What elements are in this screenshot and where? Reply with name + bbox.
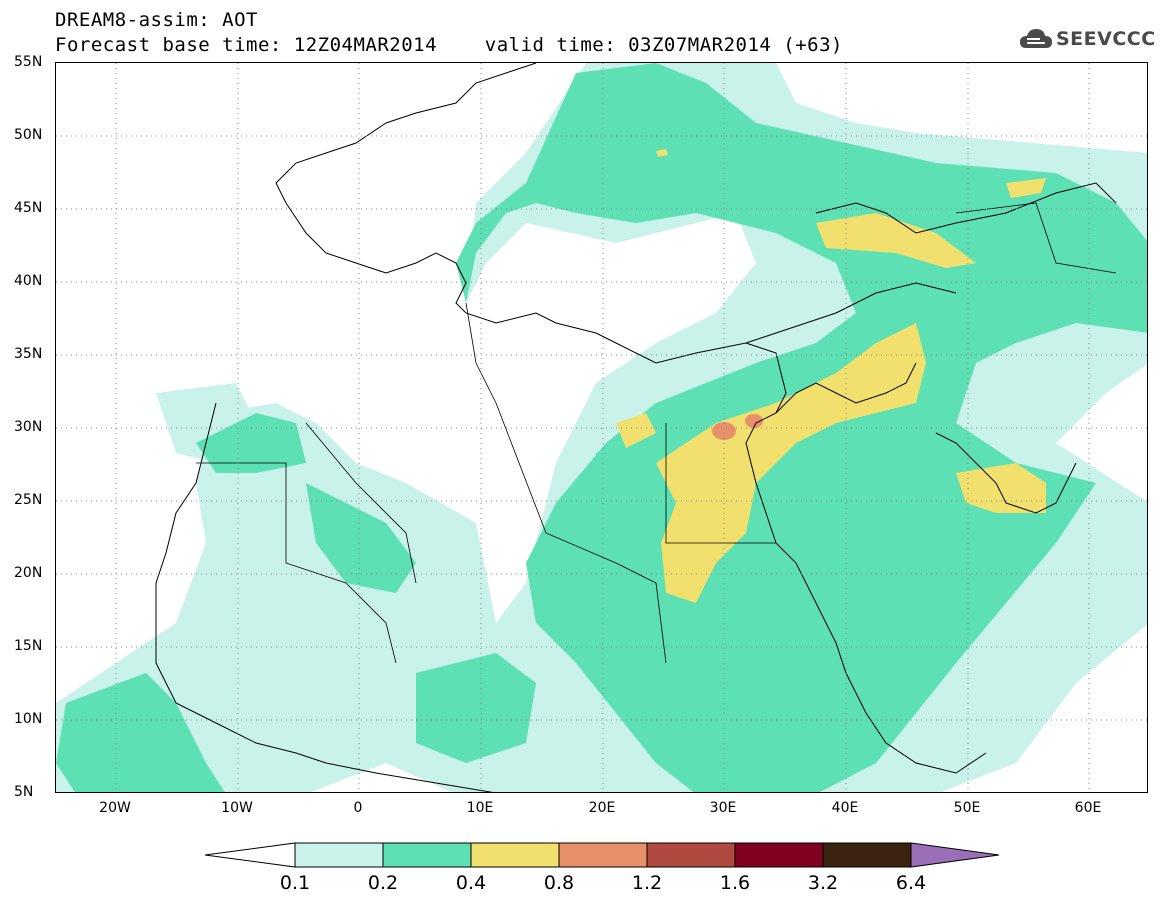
aot-colorbar	[205, 842, 1000, 868]
colorbar-cell	[646, 842, 736, 868]
map-title: DREAM8-assim: AOT	[55, 9, 258, 31]
colorbar-label: 3.2	[807, 872, 839, 894]
lat-label: 35N	[14, 346, 43, 362]
colorbar-cell	[734, 842, 824, 868]
lon-label: 60E	[1074, 800, 1102, 816]
lat-label: 10N	[14, 711, 43, 727]
aot-map	[55, 62, 1148, 793]
colorbar-label: 1.2	[631, 872, 663, 894]
lat-label: 20N	[14, 565, 43, 581]
lat-label: 55N	[14, 54, 43, 70]
political-borders	[196, 202, 1117, 664]
colorbar-cell	[822, 842, 912, 868]
colorbar-label: 0.4	[455, 872, 487, 894]
lon-label: 40E	[831, 800, 859, 816]
map-canvas	[56, 63, 1147, 792]
lon-label: 10E	[466, 800, 494, 816]
colorbar-cell	[294, 842, 384, 868]
colorbar-label: 0.1	[279, 872, 311, 894]
aot-band-0.8-1.2	[712, 414, 763, 440]
lat-label: 50N	[14, 127, 43, 143]
colorbar-cell	[558, 842, 648, 868]
cloud-icon	[1020, 29, 1052, 48]
forecast-time-line: Forecast base time: 12Z04MAR2014 valid t…	[55, 34, 843, 56]
lon-label: 10W	[221, 800, 253, 816]
colorbar-cell	[910, 842, 1000, 868]
colorbar-cell	[205, 842, 296, 868]
lon-label: 0	[353, 800, 363, 816]
seevccc-logo: SEEVCCC	[1018, 26, 1158, 56]
lat-label: 45N	[14, 200, 43, 216]
lon-label: 20E	[588, 800, 616, 816]
colorbar-label: 0.8	[543, 872, 575, 894]
graticule	[56, 63, 1147, 792]
colorbar-label: 0.2	[367, 872, 399, 894]
coastlines	[155, 63, 1117, 792]
colorbar-cell	[382, 842, 472, 868]
colorbar-label: 1.6	[719, 872, 751, 894]
lat-label: 30N	[14, 419, 43, 435]
lat-label: 25N	[14, 492, 43, 508]
lat-label: 40N	[14, 273, 43, 289]
lon-label: 30E	[709, 800, 737, 816]
colorbar-label: 6.4	[895, 872, 927, 894]
lon-label: 20W	[99, 800, 131, 816]
lat-label: 5N	[14, 784, 34, 800]
lon-label: 50E	[953, 800, 981, 816]
lat-label: 15N	[14, 638, 43, 654]
logo-text: SEEVCCC	[1056, 28, 1156, 50]
colorbar-cell	[470, 842, 560, 868]
